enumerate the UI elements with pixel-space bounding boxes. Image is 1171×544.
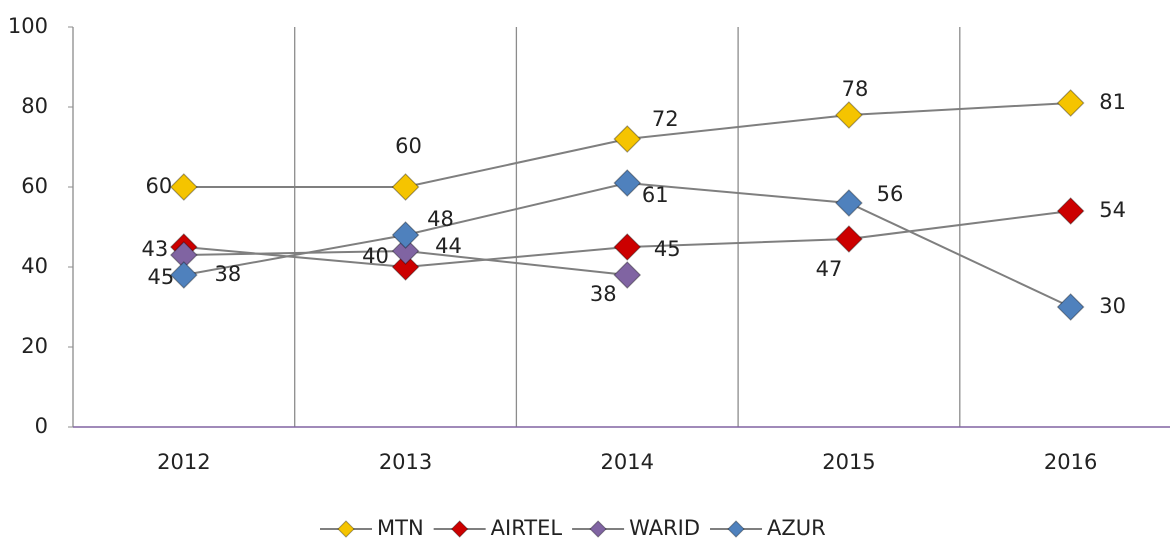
data-label: 48 [427,207,454,231]
legend-marker [727,520,745,538]
legend-label: AZUR [767,516,826,540]
legend-item: AZUR [710,516,826,540]
y-tick-label: 20 [21,334,48,358]
data-label: 30 [1099,294,1126,318]
data-label: 38 [214,262,241,286]
y-tick-label: 0 [35,414,48,438]
x-tick-label: 2015 [822,450,875,474]
data-label: 60 [145,174,172,198]
data-label: 78 [842,77,869,101]
point-marker [613,125,642,153]
point-marker [1056,293,1085,321]
data-label: 60 [395,134,422,158]
y-tick-label: 100 [8,14,48,38]
point-marker [613,169,642,197]
legend-label: AIRTEL [491,516,563,540]
data-label: 54 [1099,198,1126,222]
point-marker [391,237,420,265]
legend-label: WARID [629,516,700,540]
legend-label: MTN [377,516,424,540]
x-tick-label: 2012 [157,450,210,474]
point-marker [1056,197,1085,225]
x-tick-label: 2014 [601,450,654,474]
x-tick-label: 2016 [1044,450,1097,474]
point-marker [835,101,863,129]
legend-item: MTN [320,516,424,540]
point-marker [391,221,420,249]
point-marker [391,253,420,281]
data-label: 45 [654,237,681,261]
legend-marker [589,520,607,538]
data-label: 61 [642,183,669,207]
legend-item: WARID [572,516,700,540]
y-tick-label: 60 [21,174,48,198]
x-tick-label: 2013 [379,450,432,474]
legend-item: AIRTEL [433,516,563,540]
point-marker [391,173,420,201]
point-marker [613,233,642,261]
point-marker [170,261,198,289]
data-label: 40 [362,244,389,268]
data-label: 56 [877,182,904,206]
point-marker [835,225,863,253]
data-label: 43 [141,237,168,261]
point-marker [613,261,642,289]
legend-marker [337,520,355,538]
data-label: 72 [652,107,679,131]
point-marker [170,173,198,201]
data-label: 45 [147,265,174,289]
y-tick-label: 80 [21,94,48,118]
point-marker [1056,89,1085,117]
data-label: 47 [816,257,843,281]
data-label: 38 [590,282,617,306]
y-tick-label: 40 [21,254,48,278]
legend-marker [450,520,469,538]
point-marker [835,189,863,217]
data-label: 81 [1099,90,1126,114]
data-label: 44 [435,234,462,258]
